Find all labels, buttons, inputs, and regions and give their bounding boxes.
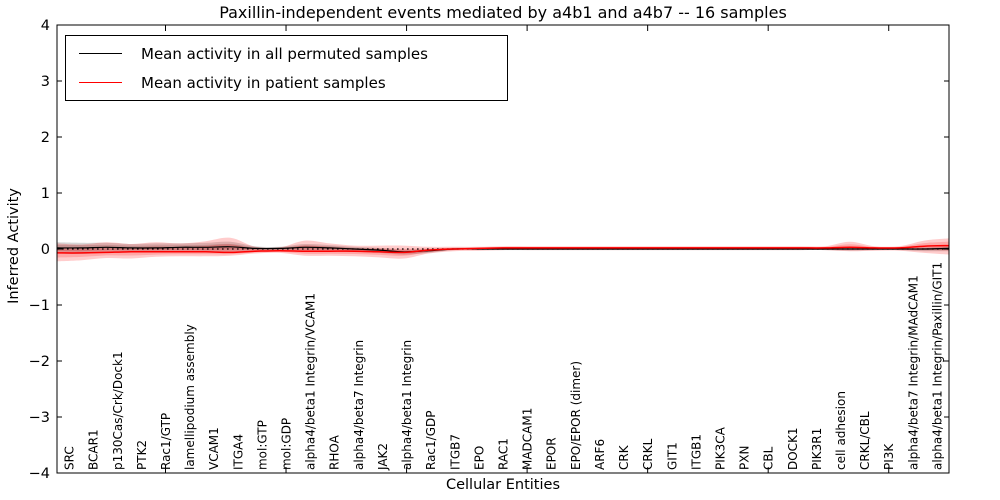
- patient-band-inner: [57, 241, 949, 258]
- x-tick-label: ITGB1: [689, 434, 703, 470]
- x-tick-label: CRKL: [641, 438, 655, 470]
- x-tick-label: alpha4/beta7 Integrin/MAdCAM1: [906, 275, 920, 470]
- legend-label: Mean activity in all permuted samples: [141, 44, 428, 63]
- y-tick-label: 1: [41, 186, 50, 202]
- x-axis-label: Cellular Entities: [445, 477, 561, 493]
- x-tick-label: alpha4/beta1 Integrin/Paxillin/GIT1: [930, 262, 944, 470]
- x-tick-label: CRKL/CBL: [858, 411, 872, 470]
- x-axis-ticks: [164, 25, 890, 473]
- y-tick-label: 4: [41, 18, 50, 34]
- x-tick-label: MADCAM1: [521, 408, 535, 470]
- x-tick-label: RAC1: [497, 438, 511, 470]
- legend-label: Mean activity in patient samples: [141, 73, 386, 92]
- x-tick-labels: SRC BCAR1 p130Cas/Crk/Dock1 PTK2 Rac1/GTP lam…: [63, 262, 945, 471]
- y-axis-ticks: 4 3 2 1 0 −1 −2 −3 −4: [29, 18, 949, 482]
- x-tick-label: PTK2: [135, 440, 149, 470]
- y-tick-label: 0: [41, 242, 50, 258]
- x-tick-label: alpha4/beta1 Integrin: [400, 340, 414, 470]
- x-tick-label: EPO/EPOR (dimer): [569, 361, 583, 470]
- y-tick-label: −2: [29, 354, 50, 370]
- x-tick-label: ITGA4: [231, 434, 245, 470]
- x-tick-label: cell adhesion: [834, 391, 848, 470]
- y-tick-label: −3: [29, 410, 50, 426]
- x-tick-label: SRC: [63, 446, 77, 470]
- y-tick-label: −4: [29, 466, 50, 482]
- x-tick-label: RHOA: [328, 434, 342, 470]
- x-tick-label: mol:GDP: [280, 418, 294, 470]
- x-tick-label: CBL: [762, 446, 776, 470]
- x-tick-label: Rac1/GDP: [424, 411, 438, 470]
- x-tick-label: mol:GTP: [255, 420, 269, 470]
- legend: Mean activity in all permuted samples Me…: [65, 35, 508, 101]
- x-tick-label: p130Cas/Crk/Dock1: [111, 351, 125, 470]
- series-layer: [57, 237, 949, 262]
- x-tick-label: alpha4/beta1 Integrin/VCAM1: [304, 293, 318, 470]
- x-tick-label: EPOR: [545, 437, 559, 470]
- y-tick-label: −1: [29, 298, 50, 314]
- legend-entry-patient: Mean activity in patient samples: [66, 68, 507, 97]
- x-tick-label: DOCK1: [786, 427, 800, 470]
- x-tick-label: GIT1: [665, 442, 679, 470]
- chart-title: Paxillin-independent events mediated by …: [219, 3, 787, 22]
- x-tick-label: ITGB7: [448, 434, 462, 470]
- x-tick-label: BCAR1: [87, 429, 101, 470]
- x-tick-label: Rac1/GTP: [159, 413, 173, 470]
- x-tick-label: PI3K: [882, 443, 896, 470]
- x-tick-label: CRK: [617, 444, 631, 470]
- x-tick-label: PIK3CA: [713, 426, 727, 470]
- patient-line-icon: [79, 82, 122, 83]
- patient-mean-line: [57, 244, 949, 254]
- x-tick-label: lamellipodium assembly: [183, 324, 197, 470]
- x-tick-label: VCAM1: [207, 427, 221, 470]
- permuted-mean-line: [57, 246, 949, 253]
- y-tick-label: 3: [41, 74, 50, 90]
- y-tick-label: 2: [41, 130, 50, 146]
- x-tick-label: alpha4/beta7 Integrin: [352, 340, 366, 470]
- x-tick-label: EPO: [472, 446, 486, 470]
- x-tick-label: PXN: [738, 446, 752, 470]
- x-tick-label: PIK3R1: [810, 428, 824, 470]
- permuted-line-icon: [79, 53, 122, 54]
- x-tick-label: ARF6: [593, 439, 607, 470]
- legend-entry-permuted: Mean activity in all permuted samples: [66, 39, 507, 68]
- x-tick-label: JAK2: [376, 443, 390, 471]
